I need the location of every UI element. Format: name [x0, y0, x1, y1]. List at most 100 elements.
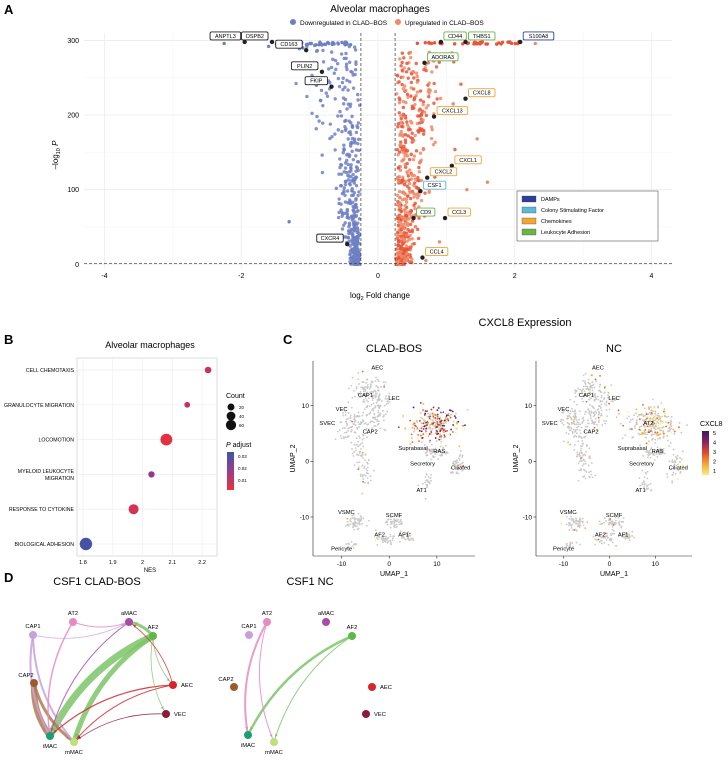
umap-cell [569, 416, 572, 419]
point-up [419, 178, 424, 183]
umap-cell [364, 390, 367, 393]
point-up [415, 227, 420, 232]
point-up [404, 246, 409, 251]
point-down [352, 222, 356, 227]
point-down [341, 76, 345, 80]
umap-cell [407, 538, 410, 541]
point-up [399, 224, 403, 228]
umap-cell [424, 497, 427, 500]
umap-cell [678, 421, 681, 424]
umap-cell [416, 437, 419, 440]
umap-cluster-label: Secretory [629, 462, 654, 468]
point-down [351, 172, 355, 177]
umap-cell [359, 515, 362, 518]
network-node-label: VEC [174, 712, 186, 718]
point-up [410, 121, 414, 125]
umap-cell [434, 451, 437, 454]
point-up [400, 51, 405, 55]
umap-cell [607, 394, 609, 397]
umap-cell [364, 388, 367, 391]
umap-cell [371, 399, 374, 401]
umap-cell [375, 395, 378, 397]
umap-cell [582, 385, 585, 388]
volcano-ylabel: –log10 P [51, 140, 62, 169]
umap-cell [449, 416, 452, 419]
point-down [323, 42, 328, 47]
gene-label: S100A8 [529, 34, 549, 40]
umap-cell [670, 431, 673, 434]
umap-cell [642, 414, 645, 417]
umap-cell [651, 425, 654, 428]
umap-cell [412, 406, 415, 409]
gsea-dot [79, 537, 93, 551]
umap-cluster-label: LEC [608, 396, 619, 402]
point-up [423, 191, 427, 195]
umap-cell [620, 525, 623, 528]
umap-cell [631, 535, 634, 537]
point-up [426, 61, 430, 65]
umap-cell [565, 515, 568, 518]
umap-cell [584, 435, 587, 438]
colorbar-gradient [702, 431, 709, 475]
umap-cell [393, 522, 396, 525]
umap-cell [607, 396, 610, 399]
umap-cell [354, 517, 357, 520]
umap-cell [600, 396, 603, 399]
point-up [418, 98, 423, 102]
umap-x-tick-label: -10 [337, 561, 347, 568]
umap-cell [662, 436, 665, 439]
umap-cell [671, 460, 673, 463]
umap-cell [635, 423, 638, 426]
legend-down-label: Downregulated in CLAD–BOS [300, 20, 388, 27]
umap-cell [639, 413, 642, 416]
umap-cell [657, 449, 660, 452]
umap-cell [438, 419, 441, 422]
point-up [413, 177, 417, 181]
point-up [404, 179, 408, 184]
colorbar-label: 4 [713, 441, 716, 447]
umap-cell [455, 412, 457, 415]
gene-label-box [424, 247, 449, 257]
umap-cell [658, 426, 661, 429]
umap-cell [587, 464, 590, 467]
category-legend-box [516, 190, 659, 242]
point-down [346, 88, 350, 92]
umap-cell [364, 454, 367, 456]
padj-legend-label: 0.02 [238, 466, 247, 471]
labeled-point [269, 39, 275, 45]
gsea-x-tick: 1.9 [109, 560, 117, 566]
umap-cell [336, 430, 339, 433]
umap-cell [366, 391, 369, 394]
point-down [331, 57, 335, 62]
umap-cell [654, 425, 657, 428]
umap-cell [645, 436, 648, 439]
umap-cell [605, 409, 608, 412]
umap-cell [589, 413, 592, 416]
umap-cell [669, 421, 672, 424]
umap-cell [359, 475, 362, 477]
point-down [348, 102, 353, 106]
umap-cell [570, 527, 573, 529]
umap-subplot: NC-10 0 10-10010UMAP_1UMAP_2AECLECVECCAP1S… [513, 343, 692, 578]
point-down [340, 227, 345, 231]
umap-cell [436, 430, 439, 433]
umap-cell [600, 542, 603, 545]
network-node-label: VEC [374, 712, 386, 718]
umap-cell [354, 447, 357, 450]
umap-cell [622, 424, 624, 427]
x-tick-label: 2 [513, 273, 517, 280]
point-down [344, 51, 348, 56]
umap-cell [385, 539, 388, 541]
umap-cell [678, 468, 681, 470]
point-up [399, 129, 404, 134]
umap-cell [581, 520, 584, 523]
point-up [407, 178, 411, 182]
umap-cell [624, 532, 627, 535]
umap-cell [611, 522, 614, 525]
umap-cell [567, 425, 570, 428]
umap-cell [588, 410, 591, 413]
umap-cell [643, 436, 646, 439]
point-up [424, 106, 428, 110]
umap-cell [437, 432, 439, 435]
point-up [421, 118, 425, 122]
